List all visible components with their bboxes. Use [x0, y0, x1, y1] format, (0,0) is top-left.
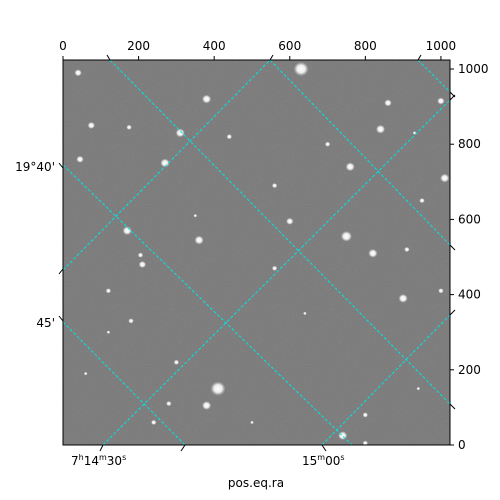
coordinate-grid — [63, 60, 450, 445]
edge-tick-mark — [417, 54, 422, 61]
star — [437, 97, 445, 105]
dec-tick-mark — [58, 162, 64, 169]
grid-line — [109, 60, 450, 405]
grid-line — [417, 60, 450, 93]
star — [202, 401, 212, 410]
star — [303, 311, 307, 316]
edge-tick-mark — [269, 54, 274, 61]
star — [419, 198, 425, 204]
star — [128, 318, 134, 324]
right-tick-label: 1000 — [458, 62, 489, 76]
star — [398, 294, 408, 303]
ra-tick-label: 7h14m30s — [71, 453, 126, 468]
star — [271, 183, 278, 189]
star — [226, 134, 232, 140]
star — [138, 261, 147, 268]
stars — [74, 61, 450, 445]
star — [126, 124, 132, 130]
star — [122, 226, 132, 236]
top-tick-label: 200 — [127, 39, 150, 53]
star — [271, 265, 278, 271]
star — [324, 141, 331, 147]
grid-line — [102, 99, 450, 445]
star — [87, 121, 96, 129]
star — [173, 359, 180, 365]
right-tick-label: 600 — [458, 212, 481, 226]
dec-tick-mark — [58, 268, 64, 275]
star — [106, 330, 111, 334]
star — [338, 431, 348, 440]
star — [368, 248, 378, 258]
top-tick-label: 800 — [354, 39, 377, 53]
star — [175, 128, 185, 138]
ra-tick-mark — [180, 444, 186, 452]
grid-line — [63, 321, 186, 445]
star — [137, 252, 144, 258]
top-tick-label: 600 — [278, 39, 301, 53]
ra-tick-mark — [99, 444, 104, 452]
star — [362, 412, 368, 418]
star — [345, 162, 355, 172]
star — [404, 246, 410, 253]
edge-tick-mark — [449, 403, 456, 410]
star — [384, 99, 392, 107]
bottom-ra-axis: 7h14m30s 15m00s pos.eq.ra — [71, 444, 345, 490]
dec-tick-mark — [58, 315, 64, 322]
star — [210, 381, 226, 396]
star — [440, 173, 450, 183]
star — [193, 214, 198, 218]
star — [416, 386, 421, 391]
dec-tick-label: 19°40' — [15, 160, 55, 174]
star — [151, 419, 157, 425]
right-tick-label: 0 — [458, 438, 466, 452]
right-tick-label: 400 — [458, 288, 481, 302]
top-tick-label: 400 — [203, 39, 226, 53]
ra-tick-label: 15m00s — [302, 453, 345, 468]
top-pixel-axis: 0 200 400 600 800 1000 — [59, 39, 457, 410]
right-tick-label: 200 — [458, 363, 481, 377]
grid-line — [63, 60, 271, 271]
image-noise — [63, 60, 450, 445]
star — [105, 288, 112, 294]
star — [438, 288, 444, 294]
edge-tick-mark — [449, 309, 456, 316]
grid-line — [321, 314, 450, 445]
star — [76, 155, 84, 163]
star — [83, 371, 88, 376]
star — [160, 158, 170, 168]
edge-tick-mark — [449, 244, 456, 251]
top-tick-label: 1000 — [426, 39, 457, 53]
edge-tick-mark — [106, 54, 111, 61]
ra-axis-title: pos.eq.ra — [228, 476, 284, 490]
sky-image — [63, 60, 450, 445]
star — [166, 401, 172, 407]
ra-tick-mark — [321, 444, 327, 452]
star — [250, 420, 254, 425]
star — [362, 440, 368, 445]
dec-tick-label: 45' — [36, 316, 55, 330]
star — [286, 217, 294, 225]
plot-frame — [62, 59, 451, 446]
edge-tick-mark — [449, 94, 456, 101]
right-tick-label: 800 — [458, 137, 481, 151]
star — [293, 61, 309, 77]
star — [194, 235, 204, 245]
right-pixel-axis: 0 200 400 600 800 1000 — [450, 62, 489, 452]
star — [375, 124, 386, 134]
star — [340, 231, 352, 242]
grid-line — [63, 164, 353, 445]
left-dec-axis: 19°40' 45' — [15, 160, 64, 330]
star — [202, 94, 212, 104]
top-tick-label: 0 — [59, 39, 67, 53]
star — [74, 69, 82, 77]
grid-line — [269, 60, 450, 246]
